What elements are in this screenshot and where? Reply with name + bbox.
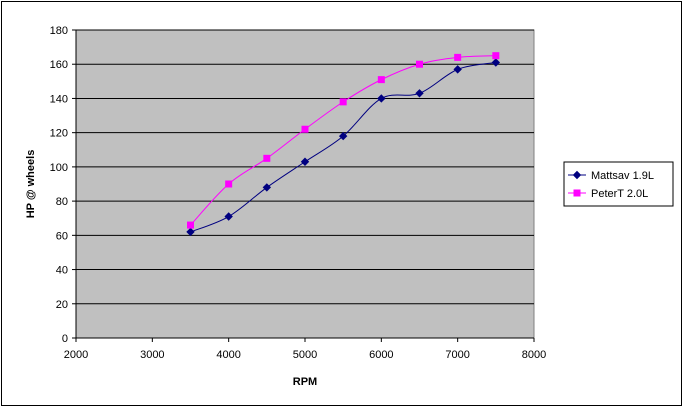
y-tick-label: 20 xyxy=(56,299,68,311)
legend-items: Mattsav 1.9L PeterT 2.0L xyxy=(568,170,654,200)
legend-label: PeterT 2.0L xyxy=(591,188,648,200)
data-point-series-1 xyxy=(491,58,501,67)
data-point-series-2 xyxy=(416,60,423,68)
plot-area xyxy=(75,29,535,339)
legend: Mattsav 1.9L PeterT 2.0L xyxy=(563,161,674,207)
data-point-series-1 xyxy=(186,227,195,237)
y-tick-label: 0 xyxy=(62,333,68,345)
x-tick-label: 4000 xyxy=(216,349,240,361)
data-point-series-2 xyxy=(301,125,309,133)
x-tick-label: 3000 xyxy=(140,349,164,361)
data-point-series-1 xyxy=(415,89,424,98)
y-axis-title: HP @ wheels xyxy=(25,150,37,219)
series-lines xyxy=(186,52,501,237)
data-point-series-2 xyxy=(339,98,347,106)
y-tick-label: 160 xyxy=(50,59,68,71)
data-point-series-1 xyxy=(338,131,348,141)
x-tick-label: 7000 xyxy=(445,349,469,361)
data-point-series-2 xyxy=(225,180,233,188)
data-point-series-1 xyxy=(224,212,233,221)
x-axis-title: RPM xyxy=(293,376,317,388)
y-tick-label: 180 xyxy=(50,25,68,37)
data-point-series-2 xyxy=(454,53,462,61)
legend-marker xyxy=(573,189,581,197)
x-tick-label: 5000 xyxy=(293,349,317,361)
legend-marker xyxy=(572,170,582,180)
x-tick-label: 8000 xyxy=(522,349,546,361)
data-point-series-2 xyxy=(187,221,194,229)
data-point-series-1 xyxy=(262,183,272,192)
legend-label: Mattsav 1.9L xyxy=(591,170,654,182)
data-point-series-2 xyxy=(377,76,385,84)
data-point-series-1 xyxy=(377,94,386,103)
x-tick-label: 2000 xyxy=(64,349,88,361)
y-tick-label: 120 xyxy=(50,128,68,140)
legend-box xyxy=(563,161,674,207)
y-tick-label: 40 xyxy=(56,265,68,277)
y-tick-label: 140 xyxy=(50,93,68,105)
data-point-series-1 xyxy=(300,157,310,166)
y-tick-label: 80 xyxy=(56,196,68,208)
data-point-series-2 xyxy=(492,52,500,60)
y-tick-label: 100 xyxy=(50,162,68,174)
x-axis-tick-labels: 2000 3000 4000 5000 6000 7000 8000 xyxy=(64,349,546,361)
x-tick-label: 6000 xyxy=(369,349,393,361)
data-point-series-2 xyxy=(263,154,271,162)
data-point-series-1 xyxy=(453,65,462,74)
y-axis-tick-labels: 0 20 40 60 80 100 120 140 160 180 xyxy=(50,25,68,345)
y-tick-label: 60 xyxy=(56,230,68,242)
